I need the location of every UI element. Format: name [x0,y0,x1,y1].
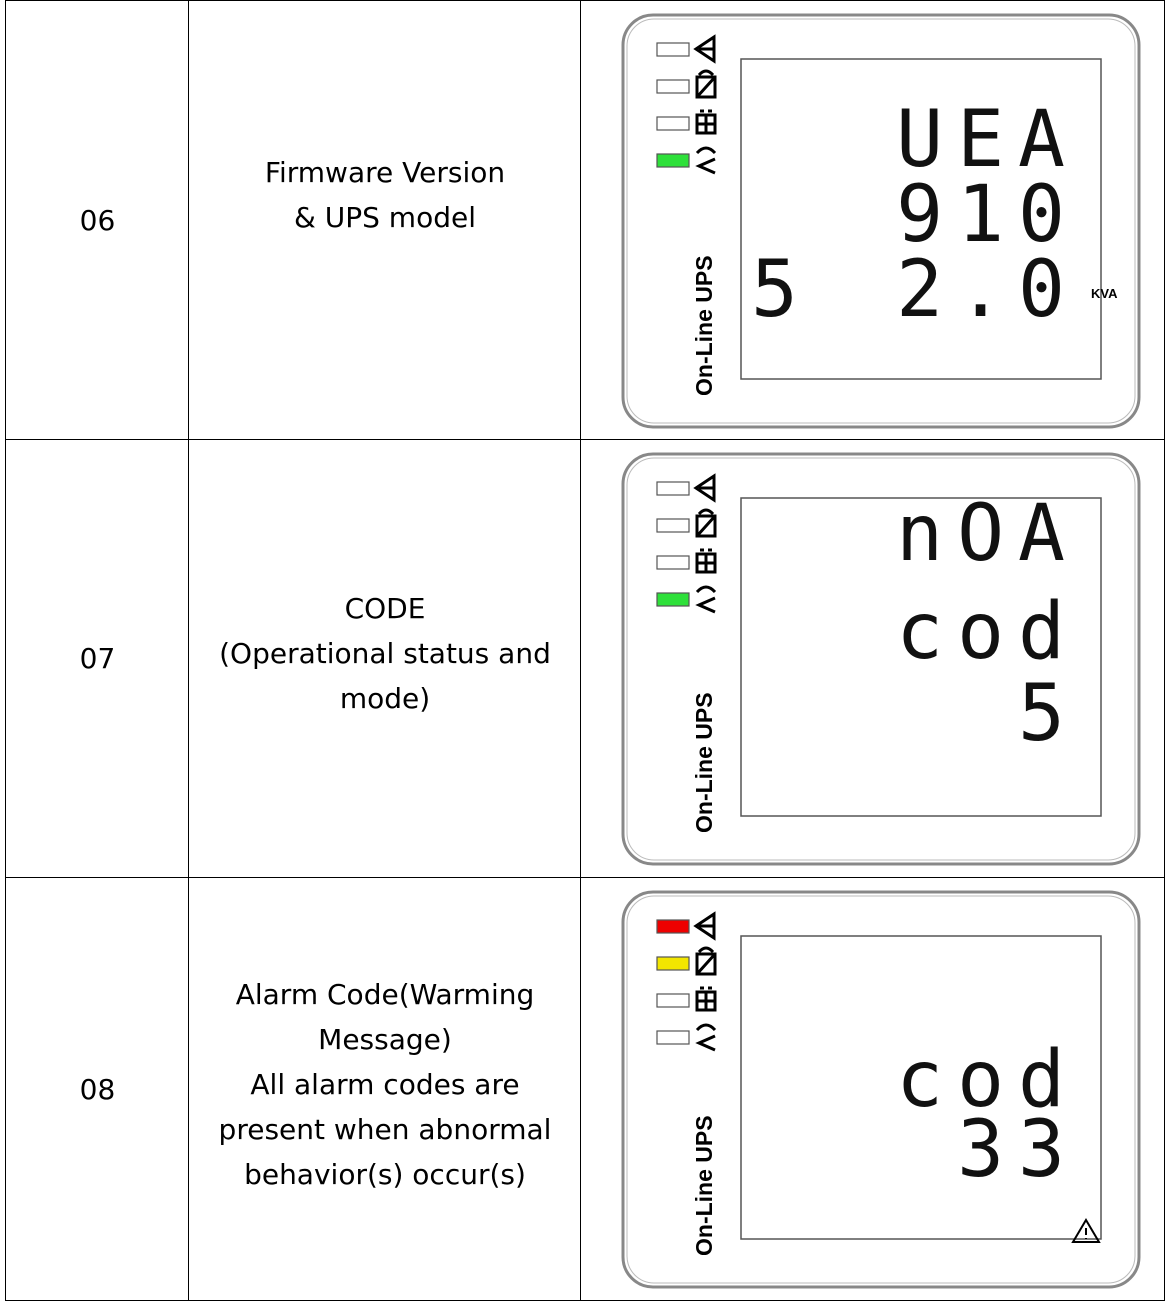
lcd-screen [740,935,1102,1240]
led [656,993,690,1008]
led [656,555,690,570]
lcd-screen [740,58,1102,380]
led [656,79,690,94]
number-cell: 08 [5,878,189,1301]
led [656,592,690,607]
lcd-digits: UEA [896,95,1079,185]
display-cell: On-Line UPS nOA cod 5 [580,440,1165,878]
description-line: & UPS model [294,201,476,234]
row-number: 08 [79,1072,116,1106]
row-number: 06 [79,203,116,237]
icon-bypass [693,34,716,64]
lcd-digits: cod [896,587,1079,677]
description-cell: Firmware Version & UPS model [188,0,581,440]
lcd-digits: 910 [896,170,1079,260]
icon-fault [695,946,717,976]
led [656,42,690,57]
panel-frame-inner [626,457,1136,861]
description-line: Message) [318,1022,452,1056]
panel-frame-inner [626,895,1136,1284]
icon-fault [695,508,717,538]
lcd-digits: 2.0 [896,245,1079,335]
lcd-screen [740,497,1102,817]
led [656,1030,690,1045]
description-line: Alarm Code(Warming [235,977,535,1011]
description-line: CODE [344,592,426,625]
icon-battery [695,986,717,1012]
description-line: present when abnormal [218,1112,552,1146]
description-cell: Alarm Code(Warming Message) All alarm code… [188,878,581,1301]
panel-label: On-Line UPS [691,1115,717,1256]
icon-ac [695,585,717,614]
icon-bypass [693,473,716,503]
icon-ac [695,146,717,175]
icon-bypass [693,911,716,941]
led [656,153,690,168]
led [656,956,690,971]
panel-label: On-Line UPS [691,692,717,833]
lcd-digits: nOA [896,489,1079,579]
number-cell: 07 [5,440,189,878]
lcd-digits: 5 [751,245,812,335]
description-line: mode) [339,682,431,715]
led [656,919,690,934]
led [656,481,690,496]
lcd-unit: KVA [1091,286,1118,301]
icon-ac [695,1023,717,1052]
description-line: (Operational status and [219,637,551,670]
icon-battery [695,548,717,574]
display-cell: On-Line UPS cod 33 [580,878,1165,1301]
display-cell: On-Line UPS UEA 910 2.0 5 KVA [580,0,1165,440]
description-line: All alarm codes are [250,1067,520,1101]
icon-battery [695,109,717,135]
led [656,518,690,533]
icon-warning [1071,1218,1101,1243]
row-number: 07 [79,642,116,675]
led [656,116,690,131]
panel-frame-inner [626,18,1136,424]
description-cell: CODE (Operational status and mode) [188,440,581,878]
lcd-digits: cod [896,1035,1079,1125]
description-line: Firmware Version [264,156,506,189]
lcd-digits: 33 [957,1105,1079,1195]
number-cell: 06 [5,0,189,440]
icon-fault [695,69,717,99]
lcd-digits: 5 [1018,669,1079,759]
description-line: behavior(s) occur(s) [244,1157,526,1191]
panel-label: On-Line UPS [691,255,717,396]
